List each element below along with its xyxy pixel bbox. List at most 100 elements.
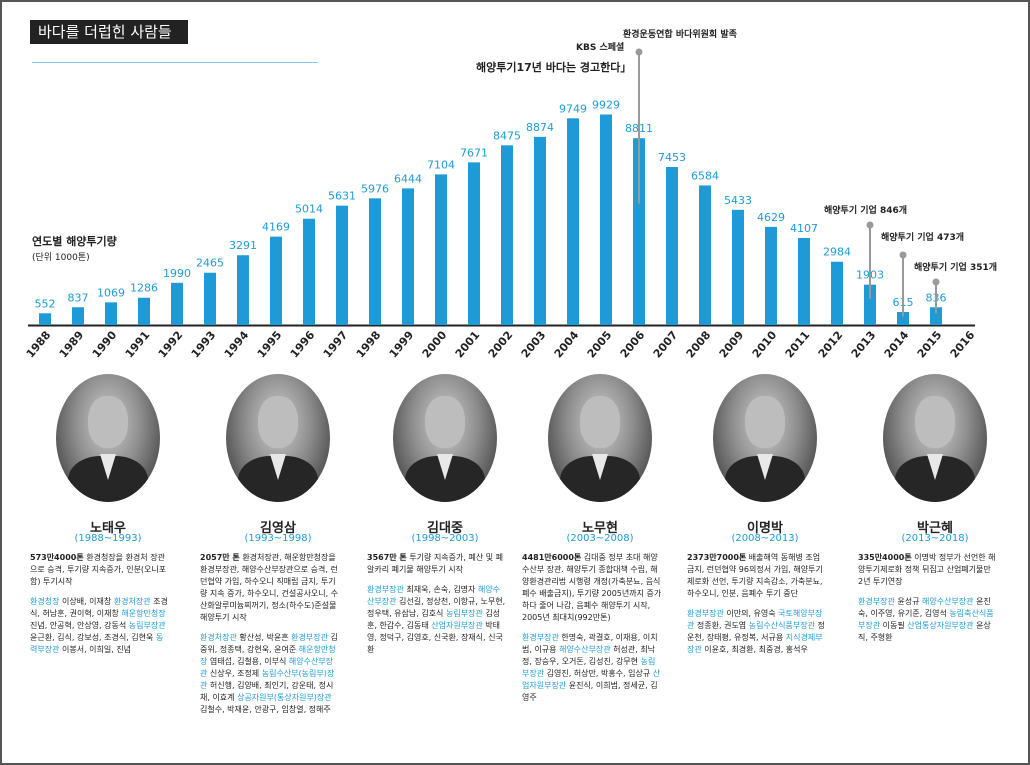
year-tick-2009: 2009	[717, 329, 747, 361]
description-paragraph: 환경부장관 한명숙, 곽결호, 이재용, 이치범, 이규용 해양수산부장관 허성…	[522, 632, 662, 704]
description-paragraph: 2057만 톤 환경처장관, 해운항만청장을 환경부장관, 해양수산부장관으로 …	[200, 552, 340, 624]
description-text: 이명박 정부가 선언한 해양투기제로화 정책 뒤집고 산업폐기물만 2년 투기연…	[858, 553, 996, 586]
description-text: 김선길, 정상천, 이항규, 노무현, 정우택, 유삼남, 김호식	[367, 597, 506, 618]
ministry-label: 해양수산부장관	[559, 645, 611, 654]
bar-1991	[138, 297, 150, 325]
description-text: 윤성규	[894, 597, 922, 606]
year-tick-1991: 1991	[123, 329, 153, 361]
bar-2014	[897, 311, 909, 325]
bar-1995	[270, 236, 282, 325]
president-description: 4481만6000톤 김대중 정부 초대 해양수산부 장관. 해양투기 종합대책…	[522, 552, 662, 712]
year-tick-1996: 1996	[288, 328, 318, 360]
description-text: 환경처장관, 해운항만청장을 환경부장관, 해양수산부장관으로 승격, 런던협약…	[200, 553, 339, 622]
president-description: 335만4000톤 이명박 정부가 선언한 해양투기제로화 정책 뒤집고 산업폐…	[858, 552, 998, 652]
value-label-2008: 6584	[691, 169, 719, 182]
ministry-label: 환경부장관	[687, 609, 724, 618]
portrait-5	[883, 374, 987, 502]
description-text: 최재욱, 손숙, 김명자	[403, 585, 478, 594]
president-name: 이명박	[747, 521, 783, 536]
portrait-head	[580, 396, 620, 448]
ministry-label: 환경부장관	[858, 597, 895, 606]
annotation-text-2006-0: 환경운동연합 바다위원회 발족	[623, 28, 737, 40]
annotation-dot-2006	[635, 48, 643, 56]
bar-2006	[633, 138, 645, 325]
description-text: 윤근환, 김식, 강보성, 조경식, 김현욱	[30, 633, 156, 642]
value-label-1990: 1069	[97, 286, 125, 299]
annotation-dot-2013	[866, 221, 874, 229]
year-tick-1993: 1993	[189, 329, 219, 361]
ministry-label: 환경처장관	[113, 597, 151, 606]
portrait-2	[393, 374, 497, 502]
value-label-1999: 6444	[394, 172, 422, 185]
bar-2003	[534, 136, 546, 325]
year-tick-2014: 2014	[882, 328, 912, 360]
bar-2012	[831, 261, 843, 325]
dump-volume: 335만4000톤	[858, 553, 912, 562]
annotation-text-2005-0: KBS 스페셜	[576, 41, 624, 53]
portrait-3	[548, 374, 652, 502]
description-paragraph: 환경처장관 황산성, 박윤흔 환경부장관 김중위, 정종택, 강현욱, 윤여준 …	[200, 632, 340, 716]
value-label-1998: 5976	[361, 182, 389, 195]
year-tick-2007: 2007	[651, 329, 681, 361]
value-label-2005: 9929	[592, 99, 620, 112]
value-label-2002: 8475	[493, 129, 521, 142]
description-text: 이봉서, 이희일, 진념	[59, 645, 132, 654]
value-label-2010: 4629	[757, 211, 785, 224]
bar-2004	[567, 118, 579, 325]
year-tick-2003: 2003	[519, 329, 549, 361]
ministry-label: 환경처장관	[200, 633, 237, 642]
president-description: 3567만 톤 투기량 지속증가, 폐산 및 폐알카리 폐기물 해양투기 시작 환…	[367, 552, 507, 664]
year-tick-2016: 2016	[948, 328, 978, 360]
dumping-volume-bar-chart: 5521988837198910691990128619911990199224…	[24, 28, 997, 361]
portrait-0	[56, 374, 160, 502]
value-label-1996: 5014	[295, 203, 323, 216]
year-tick-1998: 1998	[354, 329, 384, 361]
year-tick-2005: 2005	[585, 329, 615, 361]
bar-1989	[72, 307, 84, 325]
bar-2002	[501, 145, 513, 325]
ministry-label: 농림부장관	[128, 621, 166, 630]
ministry-label: 해운항만청장	[200, 645, 336, 666]
ministry-label: 해양수산부장관	[200, 657, 334, 678]
ministry-label: 농림축산식품부장관	[858, 609, 994, 630]
value-label-2003: 8874	[526, 121, 554, 134]
portrait-1	[226, 374, 330, 502]
description-text: 정종환, 권도엽	[694, 621, 749, 630]
ministry-label: 농림부장관	[445, 609, 483, 618]
description-text: 한명숙, 곽결호, 이재용, 이치범, 이규용	[522, 633, 658, 654]
ministry-label: 산업자원부장관	[431, 621, 483, 630]
bar-1988	[39, 313, 51, 325]
description-text: 환경청장을 환경처 장관으로 승격, 투기량 지속증가, 인분(오니포함) 투기…	[30, 553, 167, 586]
year-tick-2006: 2006	[618, 328, 648, 360]
year-tick-2002: 2002	[486, 329, 516, 361]
ministry-label: 해운항만청장	[121, 609, 166, 618]
dump-volume: 2057만 톤	[200, 553, 240, 562]
bar-2008	[699, 185, 711, 325]
value-label-1993: 2465	[196, 257, 224, 270]
annotation-dot-2014	[899, 251, 907, 259]
value-label-1991: 1286	[130, 282, 158, 295]
description-text: 진념, 안공혁, 안상영, 강동석	[30, 621, 129, 630]
description-paragraph: 335만4000톤 이명박 정부가 선언한 해양투기제로화 정책 뒤집고 산업폐…	[858, 552, 998, 588]
description-text: 배출해역 동해병 조업금지, 런던협약 96의정서 가입, 해양투기 제로화 선…	[687, 553, 823, 598]
description-text: 김중위, 정종택, 강현욱, 윤여준	[200, 633, 338, 654]
bar-1996	[303, 218, 315, 325]
description-text: 김영진, 허상만, 박홍수, 임상규	[544, 669, 653, 678]
year-tick-1995: 1995	[255, 329, 285, 361]
value-label-2000: 7104	[427, 158, 455, 171]
president-term: (2013~2018)	[901, 533, 969, 544]
value-label-1995: 4169	[262, 221, 290, 234]
dump-volume: 2373만7000톤	[687, 553, 747, 562]
description-text: 이윤호, 최경환, 최중경, 홍석우	[701, 645, 808, 654]
value-label-2001: 7671	[460, 146, 488, 159]
value-label-1994: 3291	[229, 239, 257, 252]
ministry-label: 해양수산부장관	[921, 597, 974, 606]
bar-2015	[930, 307, 942, 325]
description-text: 염태섭, 김철용, 이부식	[207, 657, 289, 666]
president-term: (2003~2008)	[566, 533, 634, 544]
description-text: 허신행, 김양배, 최인기, 강운태, 정시채, 이효계	[200, 681, 334, 702]
ministry-label: 환경부장관	[291, 633, 328, 642]
year-tick-2004: 2004	[552, 328, 582, 360]
portrait-head	[88, 396, 128, 448]
description-paragraph: 4481만6000톤 김대중 정부 초대 해양수산부 장관. 해양투기 종합대책…	[522, 552, 662, 624]
